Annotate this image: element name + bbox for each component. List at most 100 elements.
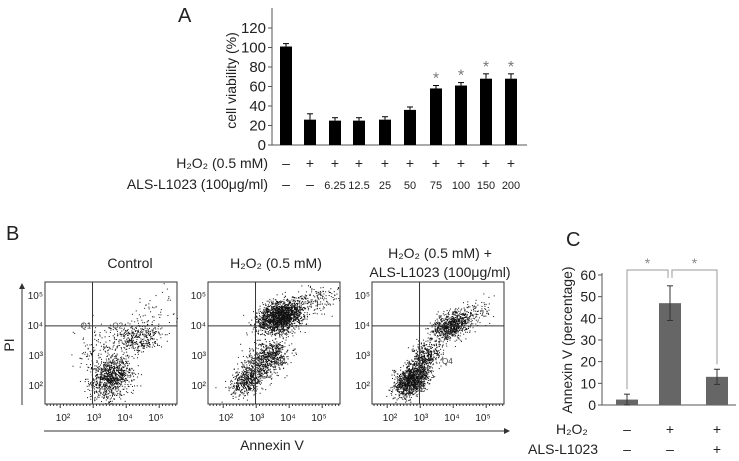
event-dot [130, 344, 132, 346]
event-dot [264, 320, 266, 322]
event-dot [106, 384, 108, 386]
event-dot [305, 295, 307, 297]
event-dot [311, 289, 313, 291]
event-dot [86, 356, 88, 358]
event-dot [269, 318, 271, 320]
event-dot [244, 395, 246, 397]
event-dot [113, 377, 115, 379]
event-dot [100, 362, 102, 364]
event-dot [132, 337, 134, 339]
event-dot [99, 349, 101, 351]
event-dot [276, 308, 278, 310]
event-dot [290, 331, 292, 333]
event-dot [110, 384, 112, 386]
event-dot [235, 392, 237, 394]
event-dot [123, 379, 125, 381]
event-dot [263, 351, 265, 353]
event-dot [288, 318, 290, 320]
event-dot [262, 357, 264, 359]
event-dot [265, 359, 267, 361]
event-dot [146, 328, 148, 330]
event-dot [287, 312, 289, 314]
event-dot [277, 312, 279, 314]
event-dot [103, 394, 105, 396]
event-dot [264, 312, 266, 314]
event-dot [265, 360, 267, 362]
event-dot [285, 311, 287, 313]
quadrant-label: Q2 [112, 322, 123, 331]
event-dot [281, 306, 283, 308]
event-dot [278, 312, 280, 314]
event-dot [441, 337, 443, 339]
event-dot [266, 365, 268, 367]
event-dot [103, 345, 105, 347]
event-dot [283, 303, 285, 305]
event-dot [259, 318, 261, 320]
event-dot [148, 334, 150, 336]
event-dot [263, 315, 265, 317]
event-dot [302, 319, 304, 321]
event-dot [243, 366, 245, 368]
event-dot [107, 350, 109, 352]
event-dot [257, 362, 259, 364]
event-dot [282, 307, 284, 309]
event-dot [116, 376, 118, 378]
event-dot [127, 341, 129, 343]
event-dot [134, 349, 136, 351]
event-dot [249, 349, 251, 351]
event-dot [250, 388, 252, 390]
event-dot [126, 379, 128, 381]
event-dot [320, 297, 322, 299]
event-dot [161, 327, 163, 329]
event-dot [130, 327, 132, 329]
event-dot [127, 344, 129, 346]
event-dot [267, 356, 269, 358]
event-dot [97, 339, 99, 341]
event-dot [263, 317, 265, 319]
event-dot [431, 324, 433, 326]
event-dot [119, 364, 121, 366]
event-dot [273, 362, 275, 364]
event-dot [87, 366, 89, 368]
event-dot [110, 378, 112, 380]
event-dot [111, 373, 113, 375]
event-dot [274, 303, 276, 305]
event-dot [277, 350, 279, 352]
event-dot [271, 308, 273, 310]
event-dot [103, 374, 105, 376]
event-dot [270, 362, 272, 364]
event-dot [138, 346, 140, 348]
event-dot [112, 376, 114, 378]
event-dot [271, 355, 273, 357]
event-dot [114, 398, 116, 400]
event-dot [121, 372, 123, 374]
event-dot [273, 317, 275, 319]
event-dot [120, 374, 122, 376]
event-dot [317, 294, 319, 296]
event-dot [270, 361, 272, 363]
event-dot [112, 342, 114, 344]
event-dot [270, 311, 272, 313]
event-dot [264, 338, 266, 340]
event-dot [274, 360, 276, 362]
event-dot [266, 369, 268, 371]
event-dot [307, 300, 309, 302]
event-dot [87, 397, 89, 399]
event-dot [280, 345, 282, 347]
event-dot [116, 379, 118, 381]
event-dot [108, 368, 110, 370]
event-dot [130, 383, 132, 385]
event-dot [130, 391, 132, 393]
event-dot [272, 302, 274, 304]
event-dot [131, 380, 133, 382]
event-dot [276, 313, 278, 315]
event-dot [268, 349, 270, 351]
y-tick-label: 80 [249, 59, 266, 76]
event-dot [282, 362, 284, 364]
event-dot [103, 349, 105, 351]
event-dot [261, 333, 263, 335]
event-dot [273, 371, 275, 373]
event-dot [261, 355, 263, 357]
event-dot [125, 343, 127, 345]
event-dot [239, 394, 241, 396]
